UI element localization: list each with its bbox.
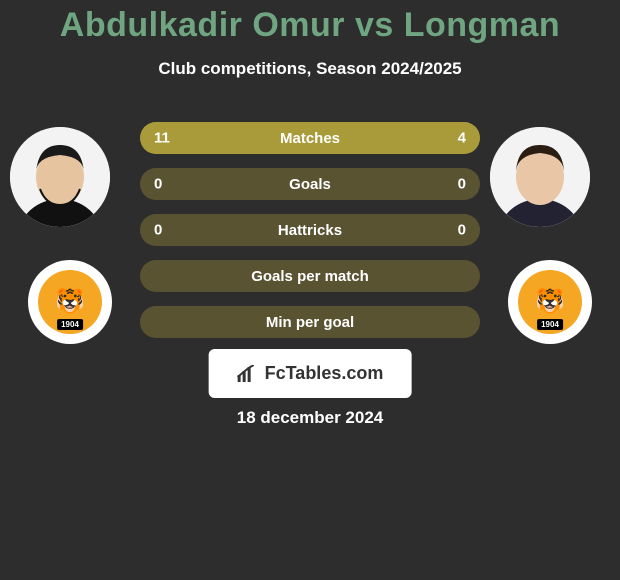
subtitle: Club competitions, Season 2024/2025 [0, 59, 620, 79]
stat-row: Goals per match [140, 260, 480, 292]
stat-value-left: 11 [154, 130, 170, 147]
person-icon [490, 127, 590, 227]
stat-fill-left [140, 122, 388, 154]
stat-row: Hattricks 0 0 [140, 214, 480, 246]
stat-value-right: 4 [458, 130, 466, 147]
stat-value-right: 0 [458, 222, 466, 239]
branding-badge: FcTables.com [209, 349, 412, 398]
stat-row: Goals 0 0 [140, 168, 480, 200]
player-left-avatar [10, 127, 110, 227]
page-title: Abdulkadir Omur vs Longman [0, 0, 620, 45]
stat-label: Matches [280, 130, 340, 147]
stat-value-left: 0 [154, 176, 162, 193]
stat-value-left: 0 [154, 222, 162, 239]
tiger-icon: 🐯 [55, 290, 85, 314]
crest-year-right: 1904 [537, 319, 563, 330]
stat-fill-right [388, 122, 480, 154]
crest-year-left: 1904 [57, 319, 83, 330]
stat-row: Matches 11 4 [140, 122, 480, 154]
bar-chart-icon [237, 365, 259, 383]
stat-value-right: 0 [458, 176, 466, 193]
date: 18 december 2024 [237, 408, 384, 428]
branding-text: FcTables.com [265, 363, 384, 384]
tiger-icon: 🐯 [535, 290, 565, 314]
person-icon [10, 127, 110, 227]
club-crest-left: 🐯 1904 [28, 260, 112, 344]
stat-label: Min per goal [266, 314, 354, 331]
club-crest-right: 🐯 1904 [508, 260, 592, 344]
stat-label: Goals per match [251, 268, 369, 285]
stat-label: Hattricks [278, 222, 342, 239]
stat-row: Min per goal [140, 306, 480, 338]
player-right-avatar [490, 127, 590, 227]
comparison-card: Abdulkadir Omur vs Longman Club competit… [0, 0, 620, 580]
comparison-bars: Matches 11 4 Goals 0 0 Hattricks 0 0 Goals per ma… [140, 122, 480, 352]
stat-label: Goals [289, 176, 331, 193]
